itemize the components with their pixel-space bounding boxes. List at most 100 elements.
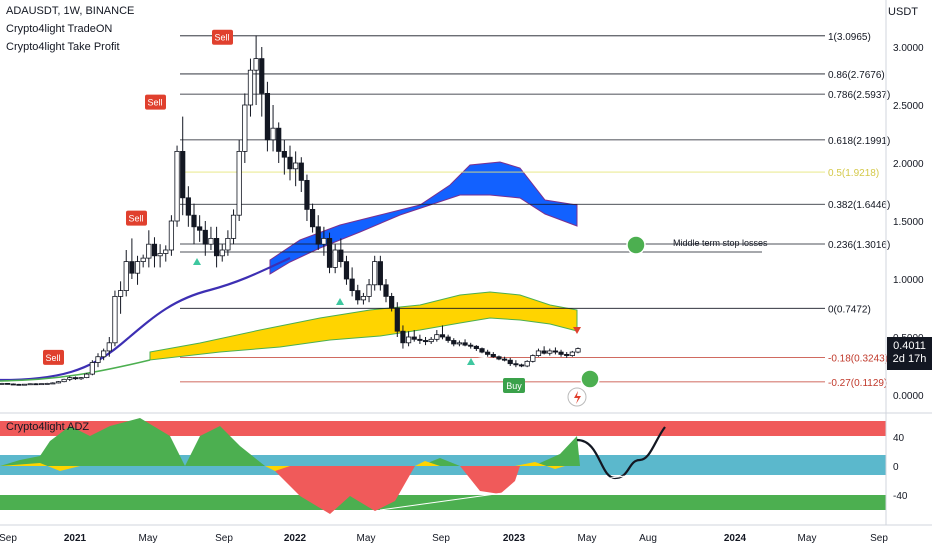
- osc-projection-curve: [576, 426, 666, 480]
- candle-body-33: [185, 197, 191, 216]
- candle-body-90: [507, 359, 513, 365]
- candle-body-31: [174, 150, 180, 222]
- candle-body-95: [535, 350, 542, 356]
- candle-body-41: [230, 214, 237, 239]
- stop-loss-label: Middle term stop losses: [673, 238, 768, 248]
- candle-body-10: [55, 381, 62, 384]
- candle-body-82: [462, 342, 468, 346]
- candle-body-8: [44, 382, 50, 385]
- candle-body-44: [247, 69, 254, 106]
- candle-body-101: [569, 351, 575, 356]
- candle-body-42: [236, 150, 242, 216]
- candle-body-98: [552, 350, 559, 353]
- osc-neutral-area-4: [515, 462, 565, 469]
- oscillator-layer: [0, 418, 886, 514]
- candle-body-34: [191, 214, 197, 228]
- candle-body-75: [422, 340, 429, 343]
- candle-body-51: [287, 156, 293, 170]
- candle-body-0: [0, 382, 5, 385]
- fib-levels: 1(3.0965) 0.86(2.7676) 0.786(2.5937) 0.618(…: [180, 32, 890, 389]
- candle-body-9: [50, 382, 56, 385]
- candle-body-47: [264, 93, 271, 141]
- candle-body-102: [575, 348, 581, 353]
- osc-divergence-line: [379, 475, 626, 511]
- trend-line-purple: [0, 257, 291, 382]
- candle-body-69: [389, 295, 395, 309]
- candle-body-52: [293, 162, 299, 170]
- indicator-label-take-profit[interactable]: Crypto4light Take Profit: [6, 41, 120, 53]
- candle-body-91: [513, 363, 519, 366]
- candle-body-16: [89, 362, 95, 375]
- candle-body-1: [5, 382, 11, 385]
- fib-label-4: 0.5(1.9218): [828, 168, 879, 179]
- candle-body-19: [106, 342, 112, 352]
- candle-body-3: [16, 383, 22, 386]
- down-triangle: [573, 327, 581, 334]
- fib-label-6: 0.236(1.3016): [828, 240, 890, 251]
- candle-body-67: [377, 261, 383, 286]
- candle-body-15: [84, 373, 90, 378]
- candle-body-70: [394, 307, 400, 332]
- fib-label-3: 0.618(2.1991): [828, 136, 890, 147]
- buy-tag: [503, 378, 525, 393]
- blue-cloud-band: [269, 161, 578, 275]
- time-tick-5: May: [357, 533, 376, 544]
- time-tick-4: 2022: [284, 533, 307, 544]
- candle-body-39: [219, 249, 225, 257]
- time-tick-7: 2023: [503, 533, 526, 544]
- candle-body-78: [439, 334, 446, 338]
- signal-tags: Sell Sell Sell Sell Buy: [43, 29, 587, 407]
- candle-body-6: [33, 383, 39, 386]
- osc-oversold-zone: [0, 495, 886, 510]
- candle-body-74: [417, 338, 423, 341]
- candle-body-18: [101, 350, 107, 358]
- fib-label-8: -0.18(0.3243): [828, 353, 888, 364]
- time-tick-12: Sep: [870, 533, 888, 544]
- sub-indicator-label[interactable]: Crypto4light ADZ: [6, 421, 90, 433]
- time-tick-8: May: [578, 533, 597, 544]
- candle-body-64: [360, 295, 367, 301]
- price-tick-3: 1.5000: [893, 217, 924, 228]
- candle-body-29: [163, 249, 169, 254]
- candle-body-80: [451, 340, 457, 345]
- osc-neutral-area-1: [0, 463, 80, 471]
- candle-body-79: [445, 336, 451, 341]
- candle-body-89: [501, 358, 508, 361]
- band-layer: [0, 161, 578, 382]
- candle-body-32: [180, 150, 186, 199]
- osc-tick-1: 0: [893, 462, 899, 473]
- price-tick-4: 1.0000: [893, 275, 924, 286]
- time-tick-9: Aug: [639, 533, 657, 544]
- time-tick-2: May: [139, 533, 158, 544]
- time-tick-0: Sep: [0, 533, 17, 544]
- candles: [0, 35, 581, 386]
- candle-body-30: [168, 220, 175, 251]
- candle-body-50: [281, 150, 287, 158]
- currency-unit: USDT: [888, 6, 918, 18]
- osc-positive-area-3: [520, 436, 580, 466]
- candle-body-35: [197, 226, 203, 231]
- candle-body-92: [518, 364, 525, 367]
- candle-body-45: [253, 58, 259, 71]
- candle-body-17: [95, 356, 101, 363]
- candle-body-38: [213, 237, 220, 257]
- candle-body-61: [343, 261, 350, 280]
- stop-loss-marker: [626, 235, 646, 255]
- candle-body-56: [315, 226, 321, 245]
- sell-tag-label-2: Sell: [147, 98, 162, 108]
- buy-tag-label: Buy: [506, 381, 522, 391]
- candle-body-83: [468, 344, 474, 347]
- time-tick-6: Sep: [432, 533, 450, 544]
- candle-body-57: [321, 237, 327, 245]
- osc-negative-area-1: [270, 466, 415, 514]
- last-price-value: 0.4011: [893, 340, 926, 352]
- price-tick-0: 3.0000: [893, 43, 924, 54]
- candle-body-14: [78, 377, 84, 380]
- lightning-icon: [574, 391, 581, 404]
- indicator-label-tradeon[interactable]: Crypto4light TradeON: [6, 23, 113, 35]
- time-tick-11: May: [798, 533, 817, 544]
- fib-label-5: 0.382(1.6446): [828, 200, 890, 211]
